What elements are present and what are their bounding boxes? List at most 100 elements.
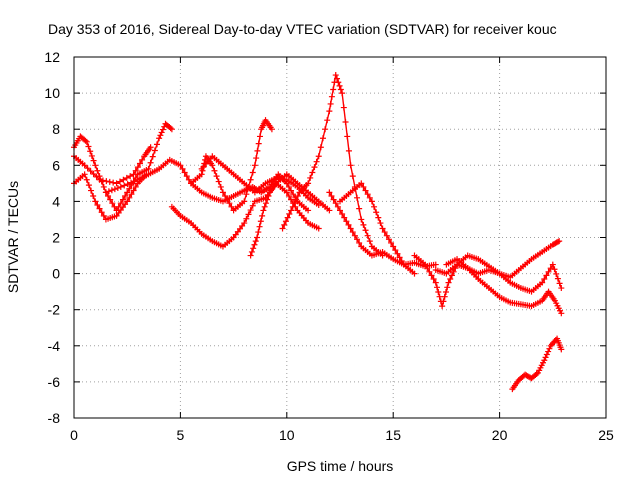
data-point xyxy=(215,178,222,185)
x-tick-label: 5 xyxy=(177,427,185,443)
data-point xyxy=(539,279,546,286)
y-tick-label: 6 xyxy=(52,157,60,173)
data-point xyxy=(127,173,134,180)
data-point xyxy=(257,218,264,225)
data-point xyxy=(442,289,449,296)
data-point xyxy=(167,125,174,132)
data-point xyxy=(81,162,88,169)
y-tick-label: 8 xyxy=(52,121,60,137)
data-point xyxy=(130,171,137,178)
data-point xyxy=(422,261,429,268)
data-point xyxy=(319,135,326,142)
data-point xyxy=(440,298,447,305)
data-point xyxy=(381,229,388,236)
data-point xyxy=(334,203,341,210)
data-point xyxy=(120,176,127,183)
data-point xyxy=(341,214,348,221)
data-point xyxy=(254,234,261,241)
data-point xyxy=(128,191,135,198)
data-point xyxy=(347,225,354,232)
data-point xyxy=(553,270,560,277)
data-point xyxy=(398,257,405,264)
data-point xyxy=(268,126,275,133)
data-point xyxy=(345,147,352,154)
data-point xyxy=(98,209,105,216)
data-point xyxy=(132,167,139,174)
data-point xyxy=(543,272,550,279)
data-point xyxy=(349,173,356,180)
data-point xyxy=(81,171,88,178)
data-point xyxy=(185,176,192,183)
data-point xyxy=(432,279,439,286)
y-tick-label: -6 xyxy=(48,374,61,390)
data-point xyxy=(108,187,115,194)
data-point xyxy=(179,165,186,172)
data-point xyxy=(82,137,89,144)
data-point xyxy=(360,221,367,228)
data-point xyxy=(337,207,343,214)
data-point xyxy=(105,192,112,199)
data-point xyxy=(286,211,293,218)
data-point xyxy=(145,165,152,172)
data-point xyxy=(100,212,107,219)
data-point xyxy=(332,72,339,79)
data-point xyxy=(411,270,418,277)
data-point xyxy=(294,192,301,199)
data-point xyxy=(439,303,446,310)
data-point xyxy=(113,180,120,187)
data-point xyxy=(128,179,135,186)
data-point xyxy=(315,153,322,160)
data-point xyxy=(241,198,248,205)
data-point xyxy=(545,348,552,355)
data-point xyxy=(448,272,455,279)
data-point xyxy=(87,148,94,155)
data-point xyxy=(121,182,128,189)
data-point xyxy=(90,170,97,177)
data-point xyxy=(124,198,131,205)
data-point xyxy=(554,238,561,245)
data-point xyxy=(99,177,106,184)
x-tick-label: 10 xyxy=(279,427,295,443)
data-point xyxy=(243,215,250,222)
data-point xyxy=(256,223,263,230)
data-point xyxy=(558,346,565,353)
data-point xyxy=(249,169,256,176)
data-point xyxy=(84,165,91,172)
data-point xyxy=(435,289,442,296)
data-point xyxy=(105,188,112,195)
data-point xyxy=(254,147,261,154)
data-point xyxy=(326,108,333,115)
data-point xyxy=(347,162,354,169)
data-point xyxy=(256,133,263,140)
data-point xyxy=(158,129,165,136)
data-point xyxy=(279,225,286,232)
data-point xyxy=(434,284,441,291)
data-point xyxy=(85,143,92,150)
data-point xyxy=(351,232,358,239)
data-point xyxy=(134,164,141,171)
data-point xyxy=(551,266,558,273)
x-tick-label: 15 xyxy=(385,427,401,443)
data-point xyxy=(334,75,341,82)
data-point xyxy=(87,168,94,175)
data-point xyxy=(124,181,131,188)
data-point xyxy=(383,232,390,239)
data-point xyxy=(103,178,110,185)
data-point xyxy=(556,280,563,287)
data-point xyxy=(328,192,335,199)
data-point xyxy=(356,205,363,212)
series-line xyxy=(249,173,330,256)
data-point xyxy=(290,191,297,198)
data-point xyxy=(124,189,131,196)
data-point xyxy=(159,126,166,133)
data-point xyxy=(379,225,386,232)
data-point xyxy=(324,117,331,124)
data-point xyxy=(394,250,401,257)
data-point xyxy=(445,279,452,286)
data-point xyxy=(556,238,563,245)
series-satellite-track-8 xyxy=(247,171,333,259)
data-point xyxy=(385,236,392,243)
data-point xyxy=(211,167,218,174)
data-point xyxy=(358,216,365,223)
